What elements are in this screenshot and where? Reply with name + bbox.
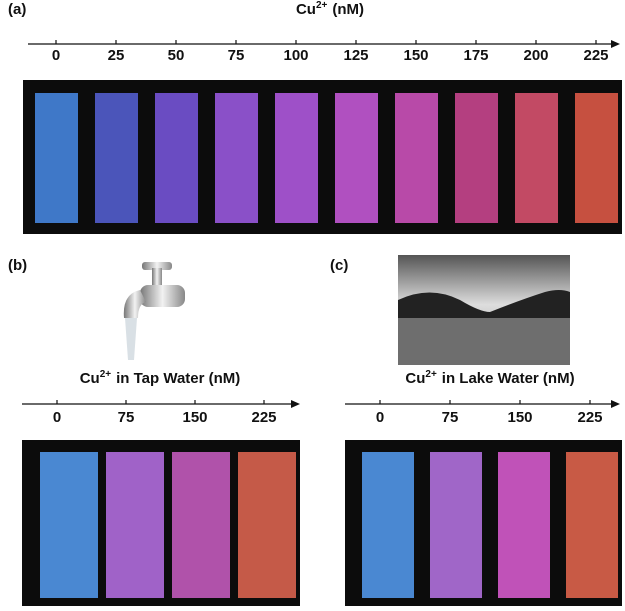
tick-label: 125 <box>343 47 368 64</box>
title-rest: in Lake Water (nM) <box>442 370 575 387</box>
tick-label: 225 <box>251 409 276 426</box>
lake-image <box>398 255 570 365</box>
test-strip <box>106 452 164 598</box>
test-strip <box>40 452 98 598</box>
tick-label: 75 <box>442 409 459 426</box>
axis-arrow <box>611 40 620 48</box>
title-charge: 2+ <box>316 0 328 11</box>
axis-arrow <box>611 400 620 408</box>
test-strip <box>515 93 558 223</box>
axis-title: Cu2+ in Lake Water (nM) <box>405 369 574 387</box>
test-strip <box>238 452 296 598</box>
tick-label: 225 <box>577 409 602 426</box>
test-strip <box>275 93 318 223</box>
panel-label: (c) <box>330 257 348 274</box>
test-strip <box>35 93 78 223</box>
axis-arrow <box>291 400 300 408</box>
tick-label: 75 <box>228 47 245 64</box>
tick-label: 100 <box>283 47 308 64</box>
figure: (a)Cu2+(nM)0255075100125150175200225(b)C… <box>0 0 625 606</box>
tick-label: 25 <box>108 47 125 64</box>
faucet-image <box>124 262 185 360</box>
test-strip <box>395 93 438 223</box>
test-strip <box>455 93 498 223</box>
test-strip <box>95 93 138 223</box>
title-charge: 2+ <box>100 369 112 380</box>
tick-label: 150 <box>182 409 207 426</box>
panel-label: (a) <box>8 1 26 18</box>
test-strip <box>362 452 414 598</box>
tick-label: 175 <box>463 47 488 64</box>
axis-title: Cu2+ (nM) <box>296 0 364 18</box>
title-symbol: Cu <box>405 370 425 387</box>
title-rest: (nM) <box>332 1 364 18</box>
tick-label: 50 <box>168 47 185 64</box>
tick-label: 0 <box>53 409 61 426</box>
test-strip <box>215 93 258 223</box>
tick-label: 0 <box>376 409 384 426</box>
tick-label: 150 <box>403 47 428 64</box>
title-charge: 2+ <box>425 369 437 380</box>
tick-label: 150 <box>507 409 532 426</box>
title-symbol: Cu <box>296 1 316 18</box>
tick-label: 75 <box>118 409 135 426</box>
test-strip <box>172 452 230 598</box>
test-strip <box>335 93 378 223</box>
tick-label: 0 <box>52 47 60 64</box>
title-symbol: Cu <box>80 370 100 387</box>
test-strip <box>155 93 198 223</box>
test-strip <box>498 452 550 598</box>
tick-label: 200 <box>523 47 548 64</box>
test-strip <box>430 452 482 598</box>
panel-label: (b) <box>8 257 27 274</box>
title-rest: in Tap Water (nM) <box>116 370 240 387</box>
tick-label: 225 <box>583 47 608 64</box>
test-strip <box>575 93 618 223</box>
test-strip <box>566 452 618 598</box>
axis-title: Cu2+ in Tap Water (nM) <box>80 369 241 387</box>
